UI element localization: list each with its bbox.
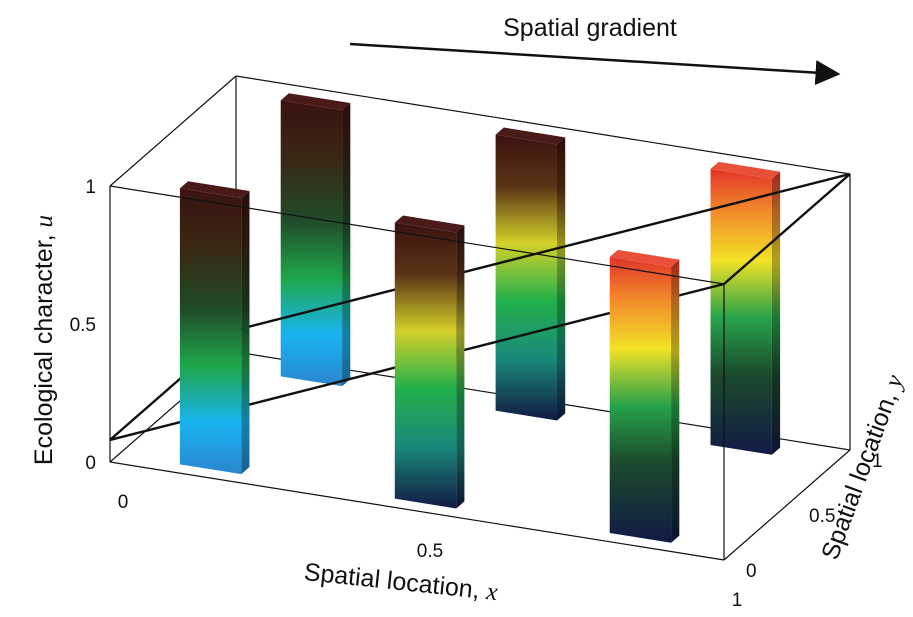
z-tick-label: 1	[85, 177, 96, 198]
gradient-arrow	[349, 42, 841, 86]
bar	[394, 215, 465, 509]
z-axis-title-text: Ecological character,	[30, 227, 58, 465]
x-tick-label: 0	[118, 492, 129, 513]
box-edge-front	[723, 173, 851, 285]
bar-side-shade	[241, 191, 250, 475]
bar	[495, 127, 566, 421]
z-tick-label: 0.5	[70, 315, 96, 336]
bar-front-face	[179, 188, 242, 475]
bar-top-face	[495, 127, 566, 145]
bar-front-face	[394, 222, 457, 509]
bar-side-face	[671, 259, 680, 543]
bar-front-face	[710, 168, 772, 455]
bar	[609, 249, 680, 543]
y-tick-label: 0	[746, 561, 757, 582]
box-edge-front	[723, 449, 851, 561]
bar-side-shade	[342, 103, 351, 387]
z-tick-label: 0	[85, 453, 96, 474]
bar-side-shade	[557, 137, 566, 421]
gradient-plane-edge	[235, 172, 851, 332]
bar	[280, 93, 351, 387]
gradient-annotation-label: Spatial gradient	[503, 14, 677, 42]
x-axis-title-text: Spatial location,	[303, 558, 488, 605]
bar-side-face	[241, 191, 250, 475]
bar-side-shade	[771, 171, 781, 455]
x-tick-label: 0.5	[417, 541, 443, 562]
box-edge-front	[109, 185, 725, 285]
x-axis-title: Spatial location, x	[303, 558, 499, 606]
bar-top-face	[394, 215, 465, 233]
svg-text:Spatial location, x: Spatial location, x	[303, 558, 499, 606]
bar-side-shade	[671, 259, 680, 543]
bar-top-face	[280, 93, 351, 111]
bar	[179, 181, 250, 475]
bar-side-face	[557, 137, 566, 421]
bar-top-face	[179, 181, 250, 199]
y-tick-label: 1	[872, 451, 883, 472]
bar-top-face	[710, 161, 781, 179]
bar-front-face	[495, 134, 558, 421]
bar-top-face	[609, 249, 680, 267]
bar-side-face	[342, 103, 351, 387]
svg-text:Ecological character, u: Ecological character, u	[30, 215, 58, 465]
y-axis-title-text: Spatial location,	[816, 382, 905, 564]
bar-front-face	[609, 256, 672, 543]
gradient-annotation: Spatial gradient	[349, 14, 841, 86]
x-axis-variable: x	[484, 578, 499, 606]
box-edge-front	[109, 461, 725, 561]
bar-side-face	[456, 225, 465, 509]
z-axis-title: Ecological character, u	[30, 215, 58, 465]
bar-side-face	[771, 171, 781, 455]
z-axis-variable: u	[31, 215, 58, 228]
x-tick-label: 1	[732, 590, 743, 611]
bar	[710, 161, 781, 455]
bar-front-face	[280, 100, 343, 387]
y-tick-label: 0.5	[809, 506, 835, 527]
box-edge-back	[109, 75, 237, 187]
box-edge-back	[235, 75, 851, 175]
bar-side-shade	[456, 225, 465, 509]
